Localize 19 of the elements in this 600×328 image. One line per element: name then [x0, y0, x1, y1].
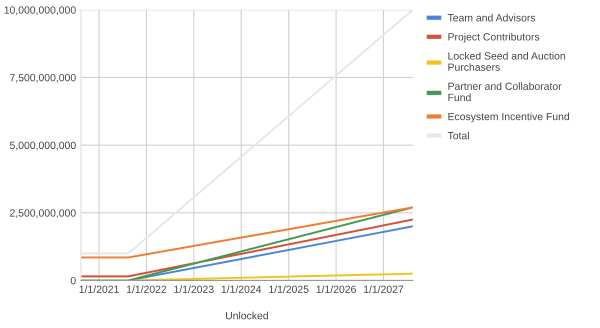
legend-label: Locked Seed and Auction Purchasers	[448, 52, 566, 71]
x-tick-label: 1/1/2024	[222, 285, 262, 293]
y-tick-label: 7,500,000,000	[10, 74, 76, 83]
x-tick-label: 1/1/2023	[174, 285, 214, 293]
legend-label: Partner and Collaborator Fund	[448, 82, 562, 102]
legend-label: Ecosystem Incentive Fund	[448, 112, 570, 122]
legend-label: Total	[448, 132, 469, 140]
legend-label: Team and Advisors	[448, 14, 536, 22]
y-tick-label: 2,500,000,000	[10, 209, 76, 218]
legend-label: Project Contributors	[448, 32, 540, 43]
y-tick-label: 0	[70, 276, 76, 284]
x-tick-label: 1/1/2027	[364, 285, 404, 293]
y-tick-label: 5,000,000,000	[10, 142, 76, 150]
x-tick-label: 1/1/2022	[126, 285, 166, 293]
x-tick-label: 1/1/2026	[316, 285, 356, 293]
x-tick-label: 1/1/2021	[80, 285, 119, 293]
x-tick-label: 1/1/2025	[269, 285, 309, 293]
y-tick-label: 10,000,000,000	[4, 6, 76, 15]
x-axis-title: Unlocked	[226, 312, 268, 320]
